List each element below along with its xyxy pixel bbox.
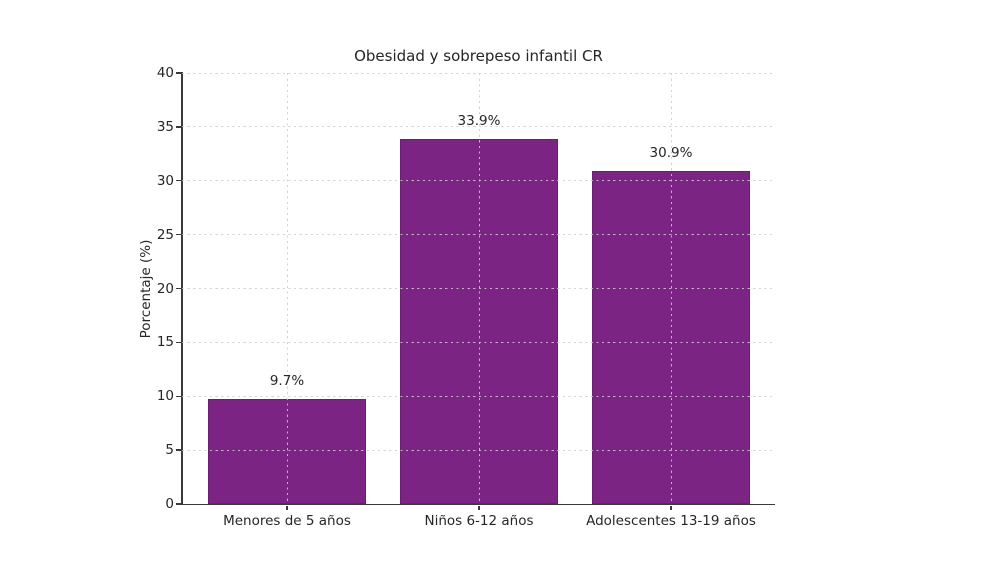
y-tick-label: 30 [156,172,174,189]
x-tick-label: Adolescentes 13-19 años [586,513,756,529]
y-tick-label: 15 [156,334,174,351]
y-tick-label: 25 [156,226,174,243]
y-tick-mark [176,503,181,505]
y-tick-mark [176,341,181,344]
gridline-vertical [478,73,480,504]
y-axis-spine [181,72,183,505]
gridline-vertical [670,73,672,504]
x-tick-mark [286,505,288,510]
y-tick-mark [176,233,181,236]
y-tick-label: 5 [165,442,174,459]
x-axis-spine [181,503,775,505]
y-tick-mark [176,395,181,397]
x-tick-mark [670,505,672,510]
gridline-vertical [286,73,288,504]
plot-area: 9.7% 33.9% 30.9% [182,72,775,504]
y-tick-label: 10 [156,388,174,405]
y-tick-mark [176,126,181,128]
y-tick-mark [176,180,181,182]
x-tick-mark [478,505,480,510]
y-tick-mark [176,449,181,451]
y-tick-mark [176,287,181,290]
y-tick-label: 35 [156,118,174,135]
bar-value-label: 9.7% [269,373,305,390]
bar-value-label: 33.9% [457,112,501,129]
y-tick-label: 20 [156,280,174,297]
bar-value-label: 30.9% [649,145,693,162]
y-tick-mark [176,72,181,74]
y-tick-label: 0 [165,496,174,512]
chart-title: Obesidad y sobrepeso infantil CR [354,47,603,65]
y-tick-label: 40 [156,65,174,81]
x-tick-label: Menores de 5 años [223,513,351,529]
x-tick-label: Niños 6-12 años [424,513,534,529]
